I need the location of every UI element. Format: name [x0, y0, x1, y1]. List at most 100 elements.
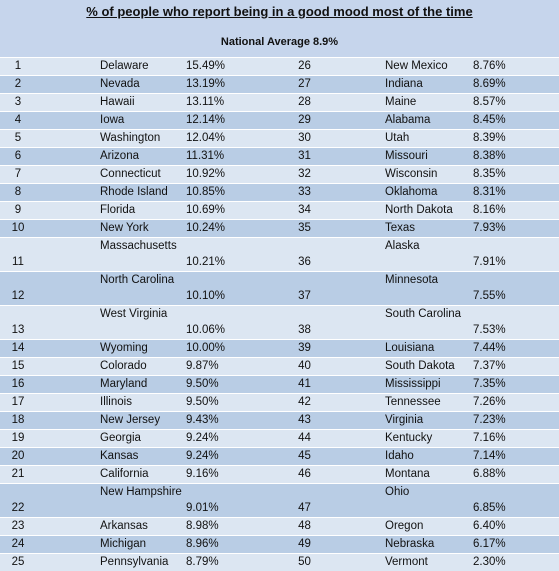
spacer-cell: [36, 340, 98, 358]
rank-cell: 48: [286, 518, 323, 536]
rank-cell: 19: [0, 430, 36, 448]
percent-cell: 10.85%: [186, 184, 286, 202]
percent-cell: 6.40%: [473, 518, 559, 536]
state-cell: Tennessee: [383, 394, 473, 412]
spacer-cell: [36, 130, 98, 148]
rank-cell: 50: [286, 554, 323, 571]
percent-cell: 7.91%: [473, 238, 559, 272]
percent-cell: 8.57%: [473, 94, 559, 112]
state-cell: Georgia: [98, 430, 186, 448]
rank-cell: 41: [286, 376, 323, 394]
state-cell: Missouri: [383, 148, 473, 166]
spacer-cell: [36, 412, 98, 430]
state-cell: Oregon: [383, 518, 473, 536]
spacer-cell: [36, 148, 98, 166]
rank-cell: 40: [286, 358, 323, 376]
state-cell: Arizona: [98, 148, 186, 166]
spacer-cell: [36, 306, 98, 340]
percent-cell: 9.43%: [186, 412, 286, 430]
percent-cell: 6.17%: [473, 536, 559, 554]
rank-cell: 26: [286, 58, 323, 76]
rank-cell: 9: [0, 202, 36, 220]
state-cell: Colorado: [98, 358, 186, 376]
state-cell: Indiana: [383, 76, 473, 94]
percent-cell: 9.50%: [186, 376, 286, 394]
percent-cell: 7.44%: [473, 340, 559, 358]
spacer-cell: [323, 448, 383, 466]
percent-cell: 7.26%: [473, 394, 559, 412]
state-cell: New York: [98, 220, 186, 238]
rank-cell: 33: [286, 184, 323, 202]
rank-cell: 16: [0, 376, 36, 394]
rank-cell: 42: [286, 394, 323, 412]
percent-cell: 7.14%: [473, 448, 559, 466]
percent-cell: 10.92%: [186, 166, 286, 184]
rank-cell: 45: [286, 448, 323, 466]
spacer-cell: [323, 238, 383, 272]
state-cell: Ohio: [383, 484, 473, 518]
spacer-cell: [323, 484, 383, 518]
spacer-cell: [323, 536, 383, 554]
state-cell: New Hampshire: [98, 484, 186, 518]
state-cell: Kansas: [98, 448, 186, 466]
spacer-cell: [323, 202, 383, 220]
percent-cell: 7.23%: [473, 412, 559, 430]
spacer-cell: [323, 94, 383, 112]
percent-cell: 12.14%: [186, 112, 286, 130]
spacer-cell: [36, 518, 98, 536]
percent-cell: 7.35%: [473, 376, 559, 394]
state-cell: Iowa: [98, 112, 186, 130]
percent-cell: 9.16%: [186, 466, 286, 484]
percent-cell: 13.19%: [186, 76, 286, 94]
rank-cell: 12: [0, 272, 36, 306]
state-cell: Maryland: [98, 376, 186, 394]
rank-cell: 17: [0, 394, 36, 412]
percent-cell: 10.10%: [186, 272, 286, 306]
state-cell: Maine: [383, 94, 473, 112]
state-cell: Massachusetts: [98, 238, 186, 272]
title: % of people who report being in a good m…: [0, 4, 559, 19]
percent-cell: 8.96%: [186, 536, 286, 554]
spacer-cell: [36, 376, 98, 394]
rank-cell: 28: [286, 94, 323, 112]
spacer-cell: [36, 58, 98, 76]
rank-cell: 18: [0, 412, 36, 430]
rank-cell: 8: [0, 184, 36, 202]
spacer-cell: [36, 184, 98, 202]
state-cell: Alaska: [383, 238, 473, 272]
rank-cell: 24: [0, 536, 36, 554]
rank-cell: 47: [286, 484, 323, 518]
spacer-cell: [323, 376, 383, 394]
spacer-cell: [323, 220, 383, 238]
spacer-cell: [36, 358, 98, 376]
state-cell: Alabama: [383, 112, 473, 130]
percent-cell: 8.79%: [186, 554, 286, 571]
percent-cell: 6.88%: [473, 466, 559, 484]
percent-cell: 8.76%: [473, 58, 559, 76]
percent-cell: 15.49%: [186, 58, 286, 76]
state-cell: Oklahoma: [383, 184, 473, 202]
state-cell: Wyoming: [98, 340, 186, 358]
spacer-cell: [36, 94, 98, 112]
rank-cell: 49: [286, 536, 323, 554]
percent-cell: 6.85%: [473, 484, 559, 518]
state-cell: Hawaii: [98, 94, 186, 112]
rank-cell: 31: [286, 148, 323, 166]
state-cell: Idaho: [383, 448, 473, 466]
rank-cell: 5: [0, 130, 36, 148]
spacer-cell: [323, 76, 383, 94]
state-cell: Arkansas: [98, 518, 186, 536]
